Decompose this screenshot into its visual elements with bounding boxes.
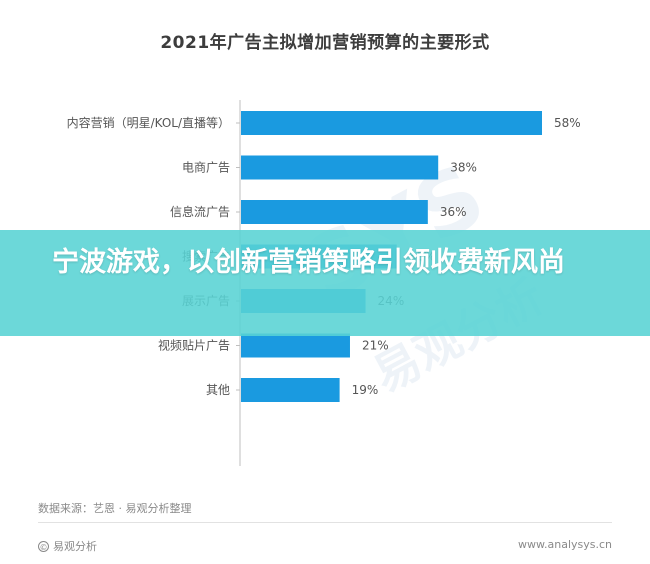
data-label: 38% bbox=[450, 161, 477, 175]
bar bbox=[241, 333, 350, 358]
brand-footer: © 易观分析 bbox=[38, 538, 97, 554]
copyright-icon: © bbox=[38, 540, 49, 552]
data-label: 58% bbox=[554, 116, 581, 130]
category-label: 内容营销（明星/KOL/直播等） bbox=[67, 115, 230, 130]
bar bbox=[241, 155, 439, 180]
category-label: 电商广告 bbox=[182, 160, 230, 175]
category-label: 信息流广告 bbox=[170, 204, 230, 219]
bar bbox=[241, 200, 428, 224]
bar bbox=[241, 111, 542, 135]
category-label: 视频贴片广告 bbox=[158, 338, 230, 353]
headline-text: 宁波游戏，以创新营销策略引领收费新风尚 bbox=[52, 247, 565, 278]
data-label: 21% bbox=[362, 339, 389, 353]
brand-name: 易观分析 bbox=[53, 540, 97, 553]
data-label: 19% bbox=[352, 383, 379, 397]
chart-title: 2021年广告主拟增加营销预算的主要形式 bbox=[160, 33, 490, 53]
footer-url[interactable]: www.analysys.cn bbox=[518, 538, 612, 551]
data-source: 数据来源：艺恩 · 易观分析整理 bbox=[38, 502, 192, 515]
data-label: 36% bbox=[440, 205, 467, 219]
footer-divider bbox=[38, 522, 612, 523]
bar bbox=[241, 378, 340, 402]
category-label: 其他 bbox=[206, 383, 230, 397]
headline-banner: 宁波游戏，以创新营销策略引领收费新风尚 bbox=[0, 230, 650, 336]
